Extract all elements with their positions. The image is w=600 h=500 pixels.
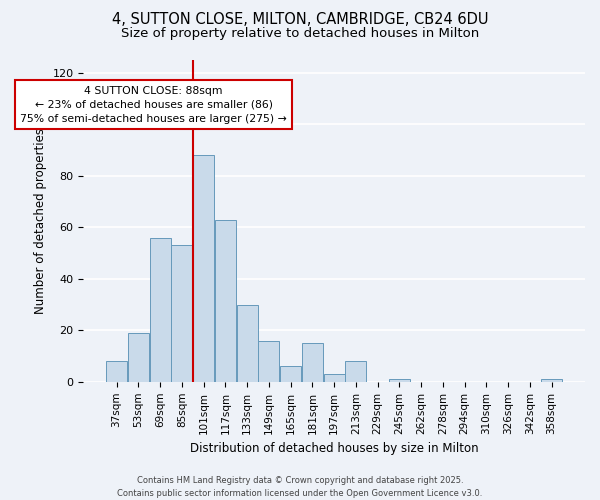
Bar: [128, 333, 149, 382]
Text: 4, SUTTON CLOSE, MILTON, CAMBRIDGE, CB24 6DU: 4, SUTTON CLOSE, MILTON, CAMBRIDGE, CB24…: [112, 12, 488, 28]
Bar: [236, 304, 257, 382]
Bar: [149, 238, 170, 382]
Bar: [280, 366, 301, 382]
Bar: [106, 361, 127, 382]
Bar: [541, 379, 562, 382]
Y-axis label: Number of detached properties: Number of detached properties: [34, 128, 47, 314]
Bar: [345, 361, 367, 382]
Bar: [302, 343, 323, 382]
Bar: [171, 246, 193, 382]
X-axis label: Distribution of detached houses by size in Milton: Distribution of detached houses by size …: [190, 442, 478, 455]
Bar: [193, 156, 214, 382]
Bar: [389, 379, 410, 382]
Text: Contains HM Land Registry data © Crown copyright and database right 2025.
Contai: Contains HM Land Registry data © Crown c…: [118, 476, 482, 498]
Bar: [323, 374, 344, 382]
Text: 4 SUTTON CLOSE: 88sqm
← 23% of detached houses are smaller (86)
75% of semi-deta: 4 SUTTON CLOSE: 88sqm ← 23% of detached …: [20, 86, 287, 124]
Text: Size of property relative to detached houses in Milton: Size of property relative to detached ho…: [121, 28, 479, 40]
Bar: [258, 340, 280, 382]
Bar: [215, 220, 236, 382]
